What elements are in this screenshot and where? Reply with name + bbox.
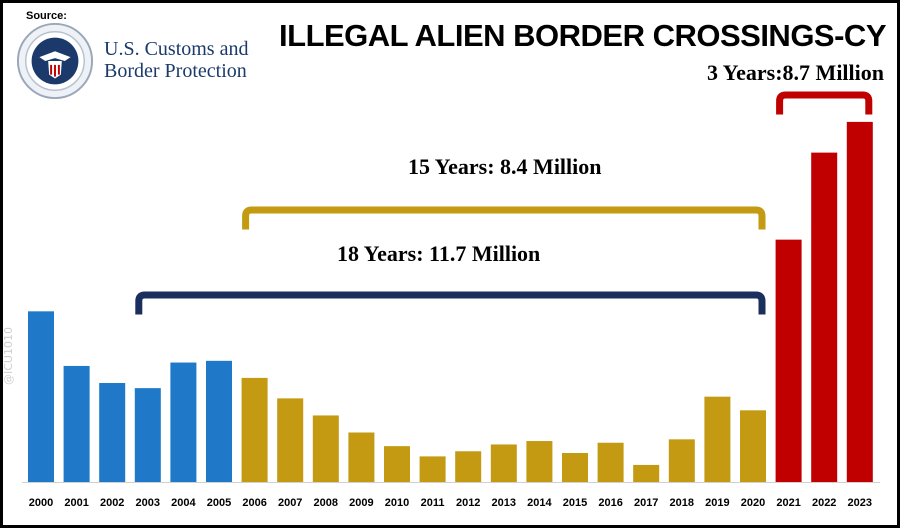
bracket-15-years xyxy=(242,206,766,230)
bar-2003 xyxy=(134,388,161,482)
bar-2000 xyxy=(28,311,54,482)
x-tick-2008: 2008 xyxy=(314,497,338,509)
bar-2009 xyxy=(348,432,375,482)
bar-2011 xyxy=(419,456,446,482)
x-tick-2010: 2010 xyxy=(385,497,409,509)
x-tick-2016: 2016 xyxy=(598,497,622,509)
x-tick-2018: 2018 xyxy=(670,497,694,509)
annotation-3-years: 3 Years:8.7 Million xyxy=(707,60,884,85)
bar-2012 xyxy=(455,451,482,482)
annotation-18-years: 18 Years: 11.7 Million xyxy=(337,241,541,266)
bar-2022 xyxy=(811,152,838,482)
bracket-18-years xyxy=(135,291,766,315)
bar-2013 xyxy=(490,444,517,482)
x-tick-2017: 2017 xyxy=(634,497,658,509)
bar-2017 xyxy=(633,464,660,482)
x-tick-2007: 2007 xyxy=(278,497,302,509)
bar-2002 xyxy=(99,383,126,482)
source-label: Source: xyxy=(26,10,67,22)
cbp-seal-icon xyxy=(16,22,94,100)
bar-2010 xyxy=(384,446,410,482)
x-tick-2009: 2009 xyxy=(349,497,373,509)
x-tick-2012: 2012 xyxy=(456,497,480,509)
x-tick-2019: 2019 xyxy=(705,497,729,509)
x-tick-2001: 2001 xyxy=(64,497,88,509)
bar-2015 xyxy=(562,452,588,482)
x-tick-2021: 2021 xyxy=(776,497,800,509)
bar-2019 xyxy=(704,396,731,482)
chart-title: ILLEGAL ALIEN BORDER CROSSINGS-CY xyxy=(279,18,886,53)
x-tick-2015: 2015 xyxy=(563,497,587,509)
x-tick-2020: 2020 xyxy=(741,497,765,509)
bar-2018 xyxy=(668,439,695,482)
x-tick-2005: 2005 xyxy=(207,497,231,509)
x-tick-2014: 2014 xyxy=(527,497,552,509)
agency-line-1: U.S. Customs and xyxy=(104,38,249,60)
x-tick-2003: 2003 xyxy=(136,497,160,509)
bar-2006 xyxy=(241,377,268,482)
x-tick-2022: 2022 xyxy=(812,497,836,509)
bar-2007 xyxy=(277,398,304,482)
x-tick-2000: 2000 xyxy=(29,497,53,509)
annotation-15-years: 15 Years: 8.4 Million xyxy=(408,154,602,179)
x-tick-2006: 2006 xyxy=(242,497,266,509)
bar-2001 xyxy=(63,365,90,482)
bar-2008 xyxy=(312,415,339,482)
bar-2004 xyxy=(170,362,197,482)
bar-2005 xyxy=(206,360,232,482)
x-tick-2013: 2013 xyxy=(492,497,516,509)
bar-2016 xyxy=(597,442,624,482)
bar-2021 xyxy=(775,239,802,482)
agency-name: U.S. Customs and Border Protection xyxy=(104,38,248,82)
bar-2023 xyxy=(846,121,873,482)
agency-line-2: Border Protection xyxy=(104,60,247,82)
bar-2020 xyxy=(740,410,766,482)
bracket-3-years xyxy=(776,91,873,115)
x-tick-2011: 2011 xyxy=(421,497,445,509)
x-tick-2002: 2002 xyxy=(100,497,124,509)
x-tick-2004: 2004 xyxy=(171,497,196,509)
bar-2014 xyxy=(526,441,553,482)
x-tick-2023: 2023 xyxy=(848,497,872,509)
